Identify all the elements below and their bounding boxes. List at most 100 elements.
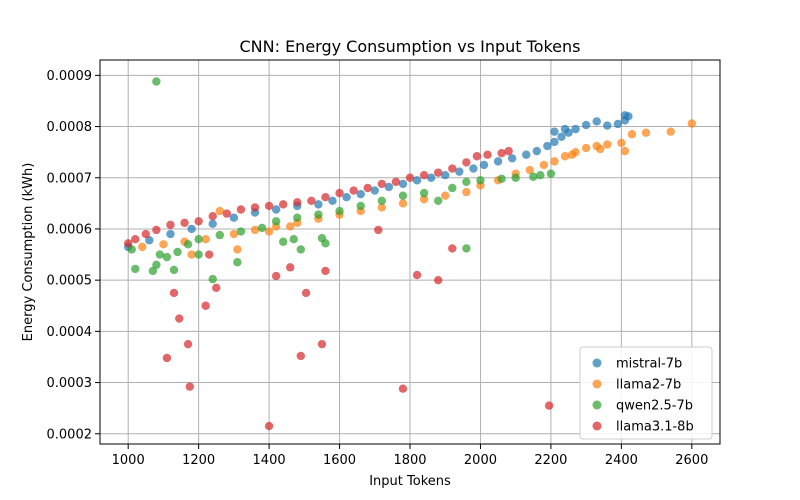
y-tick-label: 0.0002 [47, 427, 93, 442]
data-point [384, 182, 394, 192]
data-point [405, 173, 415, 182]
data-point [546, 169, 556, 178]
data-point [201, 301, 210, 310]
data-point [507, 154, 517, 163]
y-tick-label: 0.0005 [47, 274, 93, 289]
data-point [233, 258, 242, 267]
data-point [236, 227, 246, 236]
data-point [581, 143, 591, 153]
data-point [342, 193, 351, 202]
data-point [363, 183, 372, 193]
series-llama2-7b [138, 119, 697, 259]
data-point [433, 196, 443, 205]
chart-title: CNN: Energy Consumption vs Input Tokens [239, 37, 580, 56]
data-point [169, 288, 179, 298]
data-point [641, 128, 651, 137]
data-point [377, 203, 387, 212]
data-point [613, 119, 623, 129]
data-point [398, 199, 408, 208]
data-point [596, 144, 605, 154]
data-points [123, 77, 697, 431]
data-point [215, 230, 224, 240]
data-point [317, 339, 327, 349]
data-point [356, 189, 365, 199]
legend-label: llama2-7b [616, 378, 681, 393]
data-point [321, 193, 330, 202]
x-tick-label: 1600 [323, 453, 356, 468]
data-point [603, 140, 612, 149]
data-point [666, 127, 675, 136]
y-tick-label: 0.0008 [47, 120, 93, 135]
data-point [187, 250, 196, 259]
data-point [152, 260, 161, 269]
data-point [169, 265, 179, 275]
data-point [448, 244, 457, 253]
data-point [271, 205, 281, 214]
y-tick-label: 0.0003 [47, 376, 93, 391]
data-point [627, 130, 637, 139]
data-point [391, 177, 401, 187]
data-point [462, 244, 471, 253]
data-point [321, 266, 330, 276]
data-point [472, 152, 482, 161]
data-point [567, 150, 577, 159]
data-point [208, 211, 217, 221]
data-point [550, 157, 559, 166]
legend-label: mistral-7b [616, 357, 682, 372]
data-point [377, 196, 387, 205]
data-point [426, 173, 436, 182]
data-point [493, 157, 503, 166]
x-tick-label: 2200 [534, 453, 567, 468]
data-point [433, 275, 443, 285]
data-point [166, 229, 175, 239]
x-tick-label: 1400 [253, 453, 286, 468]
data-point [201, 235, 210, 244]
x-tick-label: 2400 [605, 453, 638, 468]
data-point [236, 205, 246, 214]
series-llama3.1-8b [123, 146, 554, 431]
data-point [497, 148, 506, 158]
data-point [462, 177, 471, 187]
data-point [183, 240, 193, 249]
x-tick-label: 2600 [675, 453, 708, 468]
data-point [620, 146, 630, 156]
data-point [194, 235, 203, 244]
data-point [264, 227, 274, 236]
data-point [412, 176, 422, 185]
data-point [127, 245, 136, 254]
data-point [687, 119, 697, 128]
data-point [398, 191, 408, 200]
data-point [278, 200, 288, 209]
data-point [183, 339, 193, 349]
data-point [441, 171, 450, 180]
y-axis-label: Energy Consumption (kWh) [21, 163, 36, 342]
data-point [419, 195, 429, 204]
data-point [229, 213, 239, 222]
data-point [152, 77, 161, 86]
data-point [377, 179, 387, 189]
data-point [155, 250, 165, 259]
data-point [314, 200, 323, 209]
data-point [187, 224, 196, 234]
series-qwen2.5-7b [127, 77, 556, 284]
data-point [462, 187, 471, 197]
data-point [349, 186, 358, 195]
data-point [229, 229, 239, 239]
y-tick-label: 0.0004 [47, 325, 93, 340]
data-point [335, 188, 344, 198]
data-point [581, 120, 591, 130]
data-point [522, 150, 531, 159]
data-point [296, 351, 305, 361]
x-tick-label: 2000 [464, 453, 497, 468]
x-tick-label: 1000 [112, 453, 145, 468]
data-point [212, 283, 221, 293]
y-tick-label: 0.0006 [47, 222, 93, 237]
data-point [398, 179, 408, 189]
data-point [476, 176, 485, 185]
legend-marker [592, 421, 602, 431]
data-point [141, 229, 150, 239]
data-point [278, 237, 288, 246]
data-point [215, 206, 224, 216]
data-point [293, 213, 302, 222]
data-point [419, 188, 429, 198]
